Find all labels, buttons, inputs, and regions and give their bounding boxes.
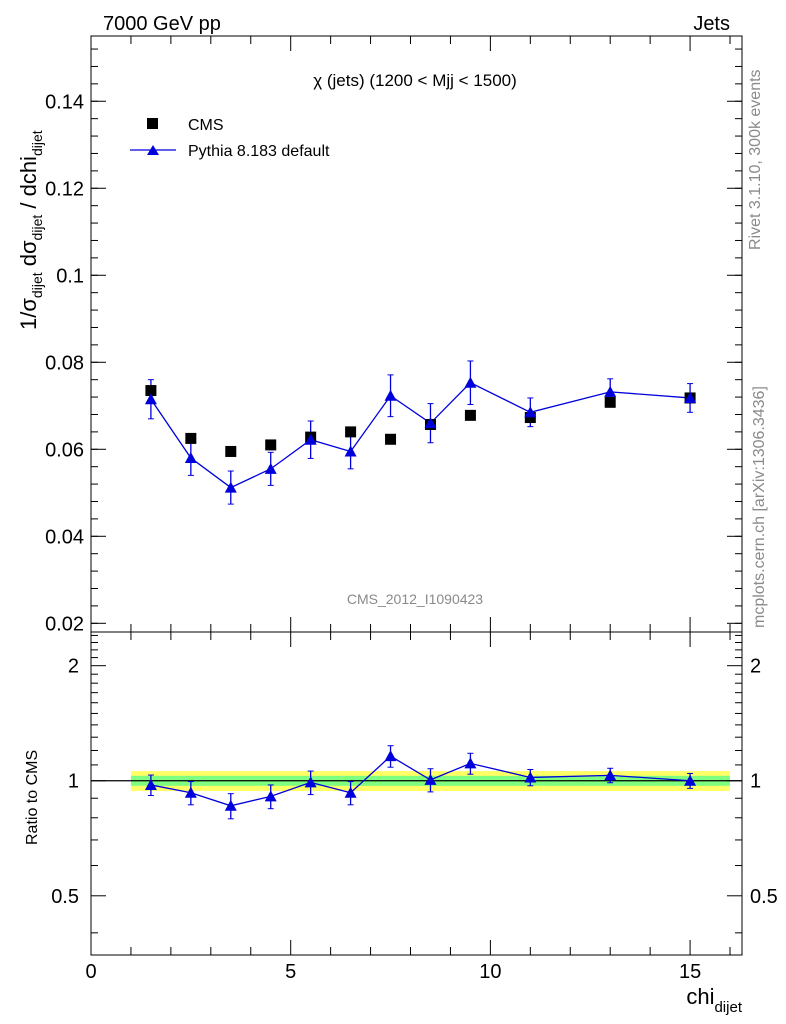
main-y-tick-labels: 0.02 0.04 0.06 0.08 0.1 0.12 0.14 xyxy=(45,91,84,635)
ratio-y-tick-label: 1 xyxy=(68,771,79,793)
x-tick-label: 15 xyxy=(679,961,701,983)
main-y-tick-label: 0.06 xyxy=(45,439,84,461)
pythia-data-point xyxy=(184,451,197,463)
legend-cms-label: CMS xyxy=(188,117,224,134)
ratio-y-tick-label-right: 2 xyxy=(750,656,761,678)
pythia-data-point xyxy=(264,462,277,474)
cms-data-point xyxy=(604,396,616,408)
x-tick-labels: 0 5 10 15 xyxy=(85,961,701,983)
x-tick-label: 10 xyxy=(479,961,501,983)
cms-data-point xyxy=(185,432,197,444)
pythia-data-point xyxy=(424,417,437,429)
x-tick-label: 0 xyxy=(85,961,96,983)
main-data-layer xyxy=(144,360,697,505)
pythia-data-point xyxy=(524,406,537,418)
pythia-data-point xyxy=(684,391,697,403)
ratio-data-point xyxy=(384,750,397,762)
mcplots-label: mcplots.cern.ch [arXiv:1306.3436] xyxy=(751,386,768,628)
pythia-data-point xyxy=(304,433,317,445)
main-plot-panel: 0.02 0.04 0.06 0.08 0.1 0.12 0.14 χ (jets) (12… xyxy=(16,35,743,635)
cms-data-point xyxy=(385,433,397,445)
cms-data-point xyxy=(345,426,357,438)
pythia-data-point xyxy=(224,481,237,493)
ratio-data-point xyxy=(304,776,317,788)
ratio-y-tick-label: 0.5 xyxy=(51,886,79,908)
x-axis-label: chidijet xyxy=(686,984,742,1016)
main-y-tick-label: 0.1 xyxy=(56,265,84,287)
ratio-data-point xyxy=(464,757,477,769)
pythia-series-line xyxy=(150,381,691,489)
pythia-data-point xyxy=(464,376,477,388)
ratio-data-point xyxy=(604,769,617,781)
pythia-data-point xyxy=(144,393,157,405)
legend: CMS Pythia 8.183 default xyxy=(130,117,330,160)
ratio-y-axis-label: Ratio to CMS xyxy=(24,750,41,845)
cms-data-point xyxy=(145,385,157,397)
pythia-data-point xyxy=(604,385,617,397)
cms-data-point xyxy=(524,412,536,424)
ratio-y-tick-label-right: 0.5 xyxy=(750,886,778,908)
main-y-tick-label: 0.04 xyxy=(45,526,84,548)
legend-pythia-label: Pythia 8.183 default xyxy=(188,143,330,160)
ratio-y-tick-label-right: 1 xyxy=(750,771,761,793)
main-y-tick-label: 0.02 xyxy=(45,613,84,635)
ratio-data-point xyxy=(684,774,697,786)
cms-data-point xyxy=(225,445,237,457)
main-y-tick-label: 0.12 xyxy=(45,178,84,200)
pythia-data-point xyxy=(384,389,397,401)
ratio-data-point xyxy=(184,786,197,798)
x-tick-label: 5 xyxy=(285,961,296,983)
legend-cms-marker xyxy=(147,118,158,129)
ratio-axis-ticks xyxy=(90,632,742,955)
legend-pythia-marker xyxy=(147,145,159,155)
ratio-data-point xyxy=(224,799,237,811)
ratio-series-line xyxy=(150,755,691,807)
main-y-axis-label: 1/σdijet dσdijet / dchidijet xyxy=(16,130,45,330)
cms-data-point xyxy=(265,439,277,451)
ratio-data-point xyxy=(264,790,277,802)
ratio-plot-panel: 0.5 0.5 1 1 2 2 0 5 10 15 Ratio to CMS xyxy=(24,631,778,983)
pythia-data-point xyxy=(344,445,357,457)
header-right: Jets xyxy=(693,13,730,35)
ratio-data-point xyxy=(524,771,537,783)
ratio-plot-frame xyxy=(90,631,743,956)
analysis-watermark: CMS_2012_I1090423 xyxy=(347,591,483,607)
rivet-label: Rivet 3.1.10, 300k events xyxy=(747,69,764,250)
main-y-tick-label: 0.14 xyxy=(45,91,84,113)
ratio-y-tick-labels: 0.5 0.5 1 1 2 2 xyxy=(51,656,778,908)
chart-title: χ (jets) (1200 < Mjj < 1500) xyxy=(313,71,517,90)
ratio-data-point xyxy=(424,773,437,785)
header-left: 7000 GeV pp xyxy=(103,13,221,35)
main-y-tick-label: 0.08 xyxy=(45,352,84,374)
ratio-y-tick-label: 2 xyxy=(68,656,79,678)
ratio-data-point xyxy=(344,786,357,798)
ratio-data-point xyxy=(144,778,157,790)
ratio-data-layer xyxy=(144,745,697,820)
cms-data-point xyxy=(464,409,476,421)
ratio-reference-band xyxy=(91,771,742,792)
